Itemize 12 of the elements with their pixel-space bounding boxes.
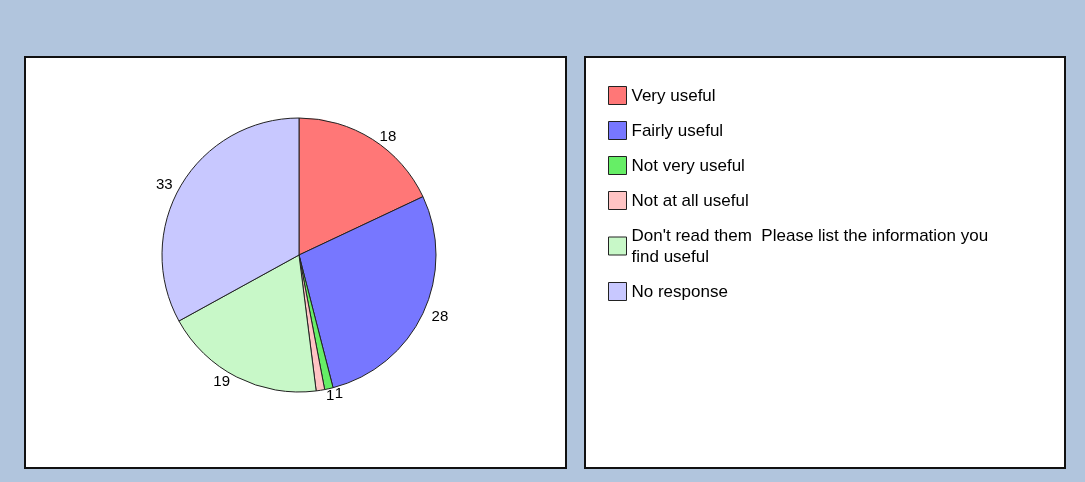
data-label: 19: [213, 372, 230, 390]
data-label: 28: [431, 306, 449, 324]
legend-label: No response: [631, 282, 728, 301]
legend-label: Don't read them Please list the information you find useful: [631, 226, 993, 266]
legend-label: Not at all useful: [631, 191, 749, 210]
data-label: 18: [379, 127, 397, 145]
legend-label: Not very useful: [631, 156, 745, 175]
legend-label: Fairly useful: [631, 121, 724, 140]
legend-label: Very useful: [631, 86, 716, 105]
data-label: 1: [326, 385, 335, 403]
data-label: 1: [334, 384, 344, 402]
data-label: 33: [155, 174, 173, 192]
